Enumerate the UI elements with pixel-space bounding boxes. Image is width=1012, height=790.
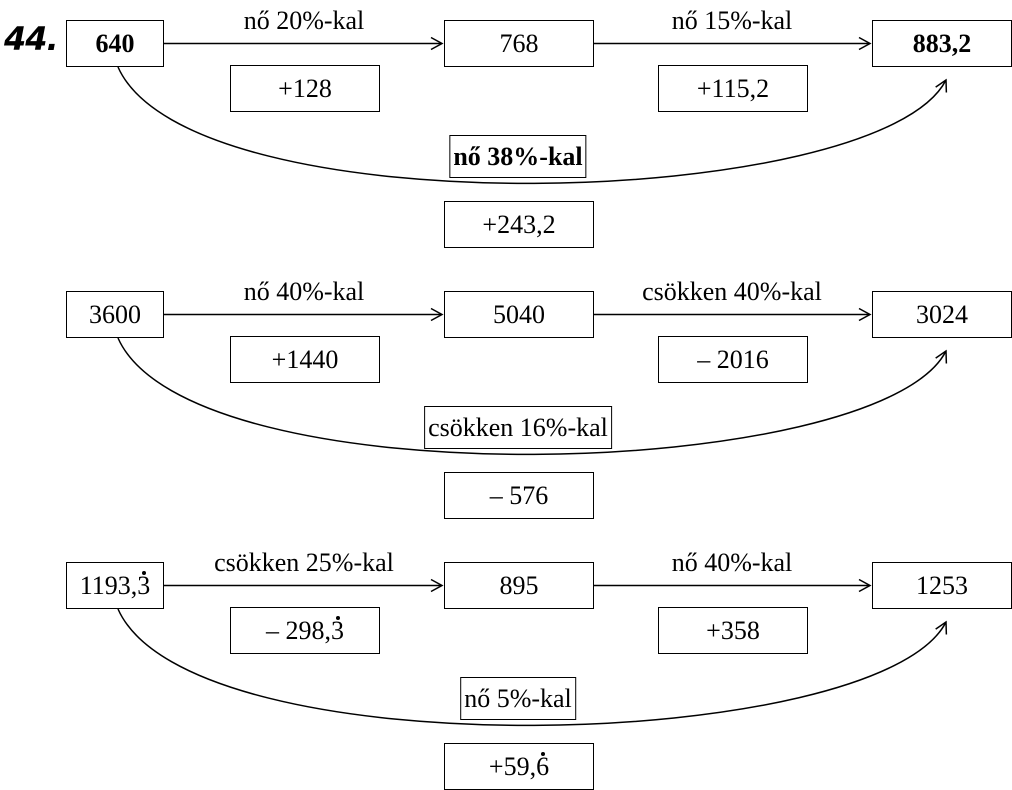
step2-difference-box: – 2016 (658, 336, 808, 383)
step1-difference-box: – 298, 3 (230, 607, 380, 654)
step1-difference-box: +128 (230, 65, 380, 112)
end-value-box: 883,2 (872, 20, 1012, 67)
overall-difference-box: +59, 6 (444, 743, 594, 790)
middle-value-box: 895 (444, 562, 594, 609)
step2-difference-box: +358 (658, 607, 808, 654)
overall-difference-box: – 576 (444, 472, 594, 519)
end-value-box: 3024 (872, 291, 1012, 338)
step1-change-label: nő 20%-kal (243, 6, 365, 35)
overall-arrow (117, 337, 948, 456)
overall-change-label: nő 38%-kal (449, 135, 587, 178)
step1-change-label: csökken 25%-kal (214, 548, 394, 577)
problem-number: 44. (4, 20, 59, 58)
start-value-box: 3600 (66, 291, 164, 338)
start-value-box: 1193, 3 (66, 562, 164, 609)
step2-difference-box: +115,2 (658, 65, 808, 112)
middle-value-box: 768 (444, 20, 594, 67)
overall-difference-box: +243,2 (444, 201, 594, 248)
step2-change-label: csökken 40%-kal (642, 277, 822, 306)
step2-change-label: nő 15%-kal (671, 6, 793, 35)
end-value-box: 1253 (872, 562, 1012, 609)
middle-value-box: 5040 (444, 291, 594, 338)
step2-change-label: nő 40%-kal (671, 548, 793, 577)
overall-change-label: nő 5%-kal (460, 677, 576, 720)
overall-arrow (117, 608, 948, 727)
overall-arrow (117, 66, 948, 185)
overall-change-label: csökken 16%-kal (424, 406, 612, 449)
step1-difference-box: +1440 (230, 336, 380, 383)
step1-change-label: nő 40%-kal (243, 277, 365, 306)
start-value-box: 640 (66, 20, 164, 67)
